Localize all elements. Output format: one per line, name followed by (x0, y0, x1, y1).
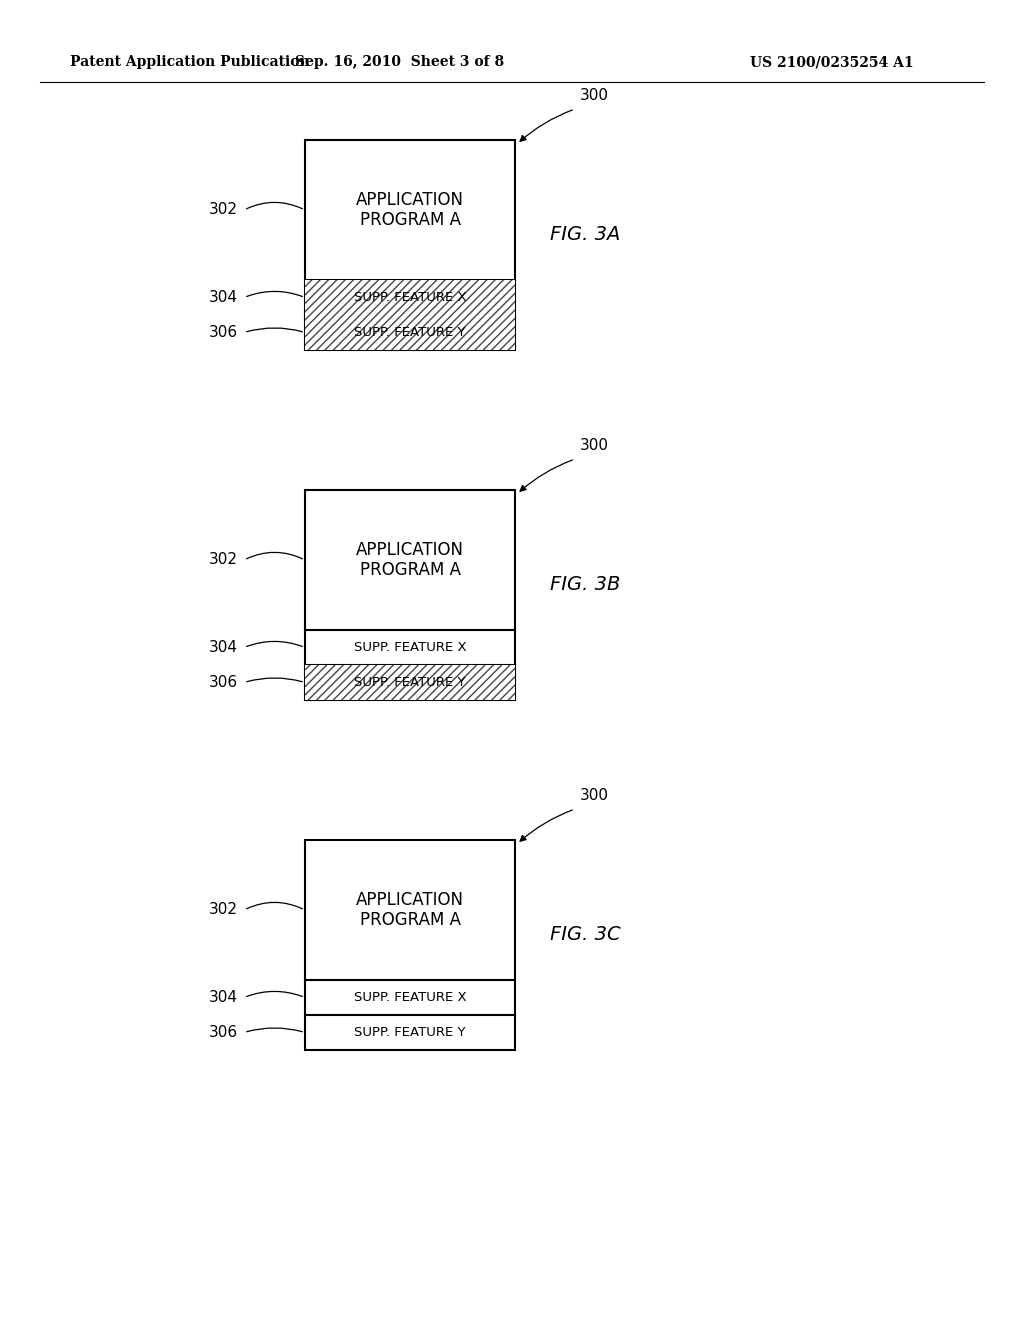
Text: 304: 304 (209, 990, 238, 1005)
Bar (305, 315, 515, 350)
Text: SUPP. FEATURE Y: SUPP. FEATURE Y (354, 1026, 466, 1039)
Text: SUPP. FEATURE Y: SUPP. FEATURE Y (354, 326, 466, 339)
Text: 306: 306 (209, 1026, 238, 1040)
Text: Patent Application Publication: Patent Application Publication (70, 55, 309, 69)
Text: APPLICATION
PROGRAM A: APPLICATION PROGRAM A (356, 190, 464, 230)
Text: 302: 302 (209, 202, 238, 218)
Text: 300: 300 (580, 87, 609, 103)
Text: SUPP. FEATURE Y: SUPP. FEATURE Y (354, 676, 466, 689)
Text: FIG. 3B: FIG. 3B (550, 576, 621, 594)
Text: FIG. 3A: FIG. 3A (550, 224, 621, 244)
Text: APPLICATION
PROGRAM A: APPLICATION PROGRAM A (356, 891, 464, 929)
Bar (305, 840, 515, 1049)
Text: 300: 300 (580, 437, 609, 453)
Text: 306: 306 (209, 675, 238, 690)
Text: 304: 304 (209, 290, 238, 305)
Text: 304: 304 (209, 640, 238, 655)
Text: SUPP. FEATURE X: SUPP. FEATURE X (353, 290, 466, 304)
Text: 306: 306 (209, 325, 238, 341)
Text: US 2100/0235254 A1: US 2100/0235254 A1 (750, 55, 913, 69)
Bar (305, 490, 515, 700)
Text: 302: 302 (209, 553, 238, 568)
Text: 302: 302 (209, 903, 238, 917)
Bar (305, 280, 515, 315)
Text: 300: 300 (580, 788, 609, 803)
Text: Sep. 16, 2010  Sheet 3 of 8: Sep. 16, 2010 Sheet 3 of 8 (296, 55, 505, 69)
Bar (305, 665, 515, 700)
Text: SUPP. FEATURE X: SUPP. FEATURE X (353, 991, 466, 1005)
Text: APPLICATION
PROGRAM A: APPLICATION PROGRAM A (356, 541, 464, 579)
Text: FIG. 3C: FIG. 3C (550, 925, 621, 944)
Text: SUPP. FEATURE X: SUPP. FEATURE X (353, 642, 466, 653)
Bar (305, 140, 515, 350)
